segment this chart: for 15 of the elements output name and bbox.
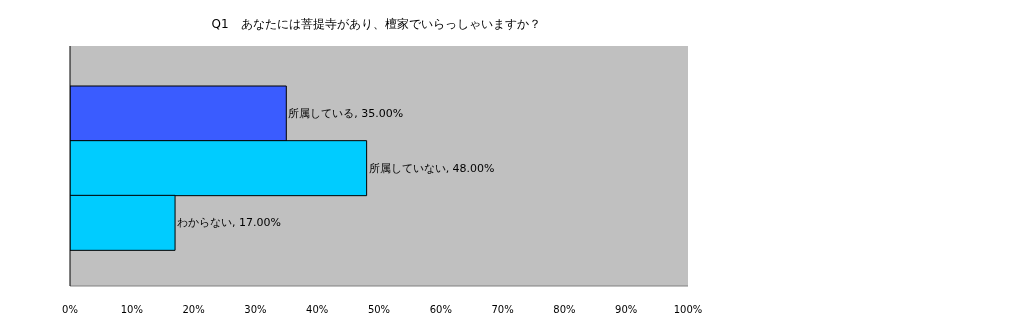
chart-title: Q1 あなたには菩提寺があり、檀家でいらっしゃいますか？ [210, 16, 542, 33]
x-tick-label: 30% [244, 304, 267, 316]
x-tick-label: 90% [615, 304, 638, 316]
x-tick-label: 40% [306, 304, 329, 316]
x-tick-label: 60% [429, 304, 452, 316]
x-tick-label: 0% [62, 304, 78, 316]
data-label: わからない, 17.00% [177, 216, 281, 230]
x-tick-label: 50% [367, 304, 391, 316]
x-tick-label: 20% [182, 304, 205, 316]
data-label: 所属している, 35.00% [288, 107, 404, 120]
data-label: 所属していない, 48.00% [368, 161, 495, 175]
x-tick-label: 70% [491, 304, 514, 316]
x-tick-label: 100% [673, 304, 703, 316]
x-tick-label: 10% [120, 304, 143, 316]
x-tick-label: 80% [553, 304, 576, 316]
